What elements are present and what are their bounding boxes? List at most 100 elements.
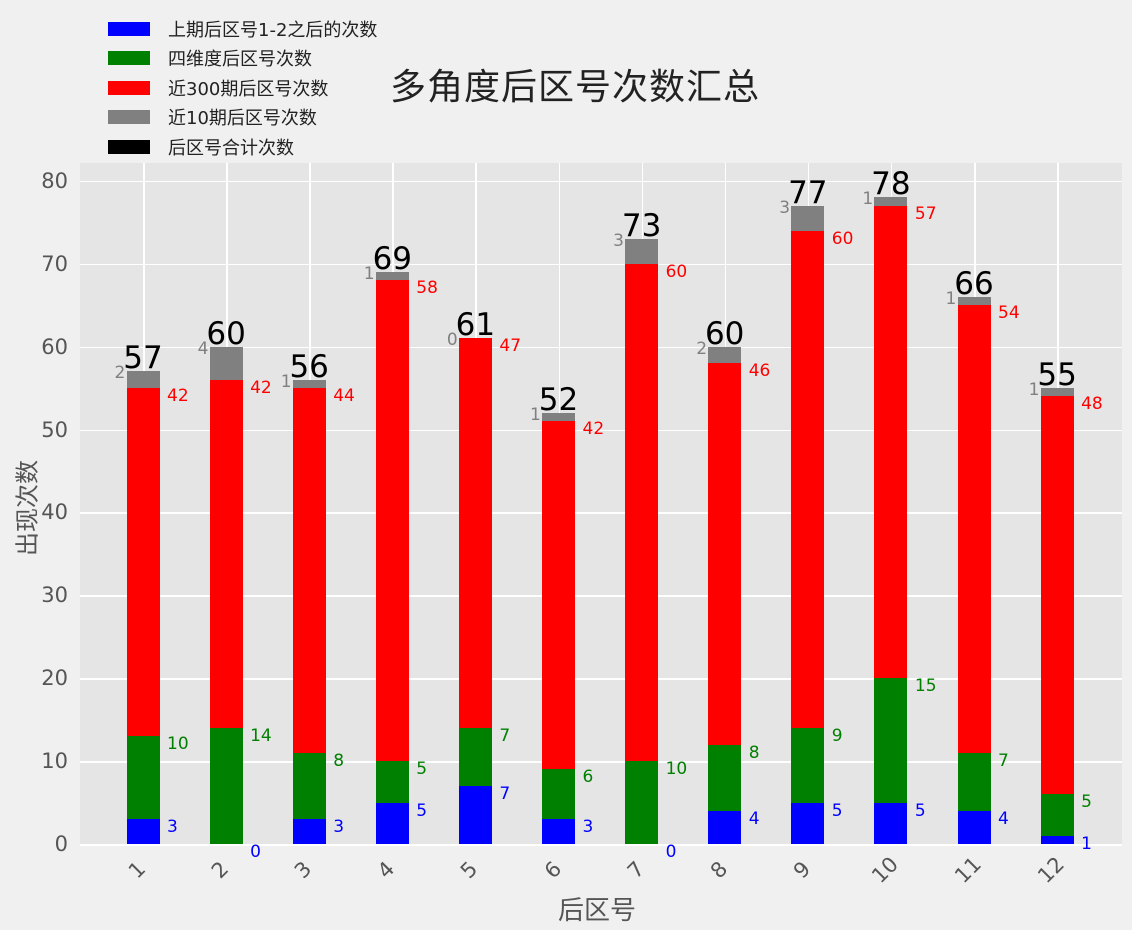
bar-value-label: 3 <box>779 197 791 218</box>
bar-segment <box>1040 396 1074 795</box>
bar-segment <box>957 810 991 844</box>
bar-value-label: 47 <box>499 336 522 357</box>
bar-value-label: 46 <box>748 361 771 382</box>
bar-value-label: 2 <box>114 363 126 384</box>
bar-total-label: 52 <box>538 381 579 418</box>
bar-value-label: 5 <box>831 800 843 821</box>
bar-segment <box>292 379 326 389</box>
bar-segment <box>791 205 825 231</box>
bar-value-label: 0 <box>250 842 261 862</box>
x-tick-label: 12 <box>1033 852 1070 888</box>
bar-value-label: 57 <box>914 203 937 224</box>
bar-segment <box>1040 794 1074 836</box>
bar-segment <box>292 388 326 753</box>
legend-swatch <box>108 139 150 154</box>
legend-label: 后区号合计次数 <box>168 137 294 159</box>
bar-segment <box>708 363 742 745</box>
bar-value-label: 3 <box>582 817 594 838</box>
legend-swatch <box>108 21 150 36</box>
x-tick-label: 3 <box>289 856 317 884</box>
bar-value-label: 42 <box>582 419 605 440</box>
bar-segment <box>957 305 991 753</box>
gridline <box>80 512 1122 514</box>
bar-segment <box>791 802 825 844</box>
bar-value-label: 3 <box>333 817 345 838</box>
bar-segment <box>625 761 659 844</box>
bar-value-label: 60 <box>831 228 854 249</box>
bar-segment <box>874 205 908 679</box>
bar-segment <box>1040 835 1074 844</box>
bar-value-label: 1 <box>1081 833 1092 854</box>
bar-value-label: 5 <box>416 800 428 821</box>
gridline <box>80 180 1122 183</box>
x-axis-label: 后区号 <box>558 896 637 926</box>
bar-value-label: 4 <box>197 338 209 359</box>
bar-segment <box>126 736 160 820</box>
bar-segment <box>126 388 160 737</box>
bar-segment <box>458 338 492 728</box>
bar-segment <box>542 421 575 770</box>
gridline <box>80 263 1122 266</box>
gridline <box>80 844 1122 846</box>
bar-value-label: 10 <box>167 734 189 755</box>
x-tick-label: 8 <box>705 856 732 884</box>
bar-total-label: 61 <box>455 307 496 344</box>
bar-total-label: 55 <box>1037 357 1077 394</box>
bar-segment <box>874 197 908 206</box>
bar-segment <box>542 769 575 820</box>
y-axis-label: 出现次数 <box>13 460 42 556</box>
y-tick-label: 20 <box>41 666 68 691</box>
bar-segment <box>957 752 991 811</box>
bar-value-label: 5 <box>914 800 926 821</box>
bar-value-label: 48 <box>1081 394 1103 415</box>
gridline <box>80 678 1122 680</box>
gridline <box>80 595 1122 597</box>
legend-label: 近10期后区号次数 <box>168 108 317 130</box>
bar-total-label: 78 <box>871 166 911 203</box>
legend-swatch <box>108 110 150 125</box>
bar-value-label: 3 <box>613 230 624 251</box>
y-tick-label: 60 <box>41 334 68 359</box>
bar-value-label: 10 <box>665 759 688 780</box>
bar-segment <box>542 819 575 844</box>
bar-value-label: 60 <box>665 261 688 282</box>
bar-segment <box>1040 388 1074 397</box>
bar-segment <box>209 727 243 844</box>
bar-segment <box>708 346 742 364</box>
legend-label: 近300期后区号次数 <box>168 78 329 100</box>
chart-title: 多角度后区号次数汇总 <box>390 67 761 108</box>
bar-value-label: 1 <box>530 404 541 425</box>
bar-total-label: 57 <box>123 340 163 377</box>
bar-segment <box>375 280 409 762</box>
bar-segment <box>458 785 492 844</box>
bar-value-label: 7 <box>499 725 511 746</box>
x-tick-label: 6 <box>539 856 566 884</box>
gridline <box>80 429 1122 431</box>
bar-segment <box>458 727 492 786</box>
x-tick-label: 5 <box>456 856 483 884</box>
bar-value-label: 1 <box>280 371 292 392</box>
bar-segment <box>375 802 409 844</box>
x-tick-label: 7 <box>622 856 649 884</box>
bar-total-label: 60 <box>704 315 745 352</box>
bar-segment <box>791 230 825 728</box>
bar-value-label: 15 <box>914 676 937 697</box>
y-tick-label: 30 <box>41 583 68 608</box>
bar-value-label: 4 <box>748 808 760 829</box>
x-tick-label: 9 <box>788 856 816 884</box>
bar-total-label: 69 <box>372 240 413 277</box>
bar-segment <box>708 744 742 811</box>
x-tick-label: 10 <box>866 852 903 888</box>
bar-value-label: 42 <box>167 386 189 407</box>
bar-segment <box>874 678 908 803</box>
legend-item: 近300期后区号次数 <box>108 73 377 103</box>
bar-total-label: 73 <box>621 207 662 244</box>
bar-value-label: 7 <box>998 750 1009 771</box>
bar-segment <box>708 810 742 844</box>
x-tick-label: 11 <box>950 852 986 888</box>
y-tick-label: 40 <box>41 500 68 525</box>
y-tick-label: 10 <box>41 749 68 774</box>
bar-segment <box>209 346 243 380</box>
bar-segment <box>375 761 409 803</box>
bar-value-label: 5 <box>1081 792 1092 813</box>
